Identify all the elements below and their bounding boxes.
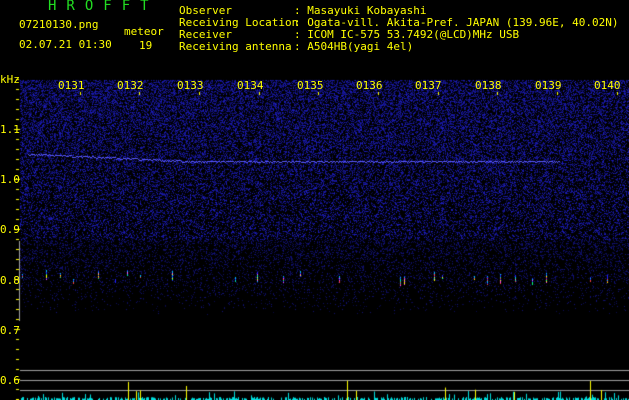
y-axis-unit: kHz [0,73,20,86]
info-label-location: Receiving Location [179,16,299,29]
time-label: 0140 [594,79,621,92]
meteor-count: 19 [139,39,153,52]
app-title: HROFFT [48,0,159,14]
info-value-location: : Ogata-vill. Akita-Pref. JAPAN (139.96E… [294,16,619,29]
y-tick-label: 0.7 [0,324,20,337]
datetime: 02.07.21 01:30 [19,38,112,51]
info-value-observer: : Masayuki Kobayashi [294,4,427,17]
time-label: 0131 [58,79,85,92]
info-label-antenna: Receiving antenna [179,40,292,53]
y-tick-label: 0.6 [0,374,20,387]
time-label: 0133 [177,79,204,92]
time-label: 0135 [297,79,324,92]
time-label: 0136 [356,79,383,92]
info-label-receiver: Receiver [179,28,232,41]
info-value-receiver: : ICOM IC-575 53.7492(@LCD)MHz USB [294,28,520,41]
meteor-label: meteor [124,25,164,38]
time-label: 0134 [237,79,264,92]
time-label: 0139 [535,79,562,92]
y-tick-label: 0.9 [0,223,20,236]
info-value-antenna: : A504HB(yagi 4el) [294,40,414,53]
time-label: 0138 [475,79,502,92]
y-tick-label: 0.8 [0,274,20,287]
time-label: 0137 [415,79,442,92]
file-name: 07210130.png [19,18,99,31]
y-tick-label: 1.1 [0,123,20,136]
info-label-observer: Observer [179,4,232,17]
time-label: 0132 [117,79,144,92]
y-tick-label: 1.0 [0,173,20,186]
